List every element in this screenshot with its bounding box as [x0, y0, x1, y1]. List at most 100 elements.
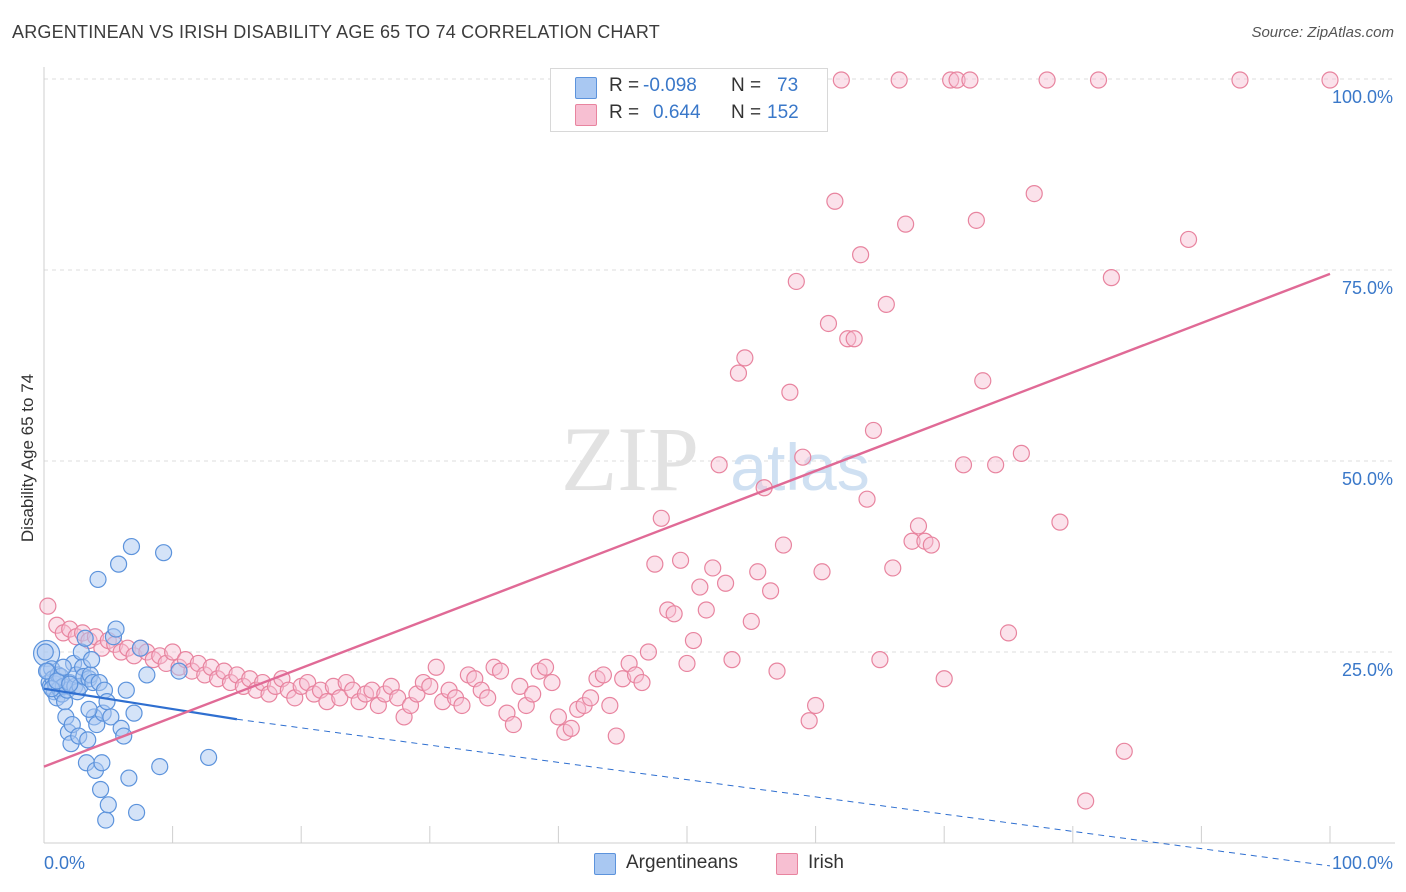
- argentinean-point: [79, 731, 97, 749]
- irish-point: [479, 689, 497, 707]
- irish-point: [678, 654, 696, 673]
- irish-point: [954, 456, 973, 474]
- irish-point: [536, 658, 555, 676]
- irish-point: [987, 456, 1005, 474]
- irish-trend-line: [43, 272, 1331, 768]
- irish-point: [421, 677, 439, 695]
- legend-label-irish: Irish: [808, 852, 844, 873]
- irish-point: [549, 708, 568, 726]
- argentinean-point: [99, 796, 117, 814]
- argentinean-point: [80, 700, 98, 718]
- irish-point: [967, 211, 985, 229]
- argentinean-point: [154, 544, 173, 562]
- irish-point: [749, 563, 767, 581]
- legend-r-value: -0.098: [643, 75, 697, 96]
- irish-point: [800, 712, 818, 730]
- irish-point: [511, 677, 529, 695]
- argentinean-points: [32, 537, 218, 829]
- irish-point: [716, 574, 735, 592]
- irish-point: [646, 555, 664, 573]
- argentinean-point: [91, 780, 110, 799]
- irish-point: [524, 685, 542, 703]
- irish-point: [710, 456, 728, 474]
- y-tick-label: 25.0%: [1342, 660, 1393, 680]
- irish-points: [39, 71, 1339, 810]
- irish-point: [768, 662, 786, 680]
- argentinean-point: [37, 662, 56, 680]
- irish-point: [363, 681, 381, 699]
- irish-point: [806, 696, 825, 715]
- irish-point: [318, 693, 336, 711]
- irish-point: [691, 578, 709, 596]
- irish-point: [826, 192, 844, 210]
- legend-n-label: N =: [731, 75, 762, 96]
- irish-point: [742, 612, 760, 631]
- argentinean-trend-dashed: [236, 718, 1331, 867]
- irish-point: [1179, 230, 1198, 249]
- watermark-atlas: atlas: [730, 430, 869, 504]
- legend-n-value: 73: [777, 75, 799, 96]
- legend-r-label: R =: [609, 75, 640, 96]
- argentinean-point: [76, 629, 94, 647]
- irish-point: [1038, 71, 1056, 89]
- irish-point: [1051, 513, 1069, 531]
- irish-point: [639, 643, 658, 661]
- argentinean-point: [93, 754, 111, 772]
- irish-point: [594, 666, 613, 684]
- irish-point: [942, 71, 960, 89]
- argentinean-point: [102, 708, 120, 726]
- irish-point: [781, 383, 799, 401]
- argentinean-trend-solid: [43, 687, 238, 721]
- legend-swatch-blue: [575, 77, 597, 99]
- trend-lines: [43, 272, 1331, 867]
- argentinean-point: [89, 570, 107, 589]
- irish-point: [909, 517, 928, 535]
- irish-point: [974, 372, 992, 390]
- argentinean-point: [82, 651, 101, 669]
- irish-point: [1025, 185, 1043, 203]
- irish-point: [1102, 269, 1120, 287]
- axes: [43, 67, 1395, 844]
- y-tick-label: 100.0%: [1332, 87, 1393, 107]
- irish-point: [897, 215, 915, 233]
- argentinean-point: [120, 769, 138, 787]
- irish-point: [601, 696, 619, 715]
- source-credit: Source: ZipAtlas.com: [1251, 24, 1394, 41]
- legend-n-label: N =: [731, 102, 762, 123]
- correlation-legend: R = -0.098 N = 73 R = 0.644 N = 152: [550, 68, 828, 132]
- irish-point: [858, 490, 876, 508]
- irish-point: [665, 605, 683, 623]
- irish-point: [903, 532, 921, 550]
- irish-point: [491, 662, 510, 680]
- argentinean-point: [138, 666, 156, 684]
- irish-point: [704, 559, 722, 577]
- irish-point: [543, 673, 561, 692]
- irish-point: [1231, 71, 1249, 89]
- irish-point: [813, 563, 831, 581]
- irish-point: [389, 689, 407, 707]
- irish-point: [935, 670, 953, 688]
- irish-point: [890, 71, 908, 89]
- irish-point: [999, 624, 1018, 642]
- legend-swatch-blue: [594, 853, 616, 875]
- argentinean-point: [54, 658, 72, 676]
- irish-point: [504, 715, 522, 734]
- argentinean-point: [107, 620, 125, 638]
- argentinean-point: [117, 681, 135, 699]
- legend-n-value: 152: [767, 102, 799, 123]
- irish-point: [871, 651, 889, 669]
- argentinean-point: [125, 704, 143, 722]
- argentinean-point: [36, 643, 54, 661]
- legend-swatch-pink: [575, 104, 597, 126]
- x-tick-label: 100.0%: [1332, 853, 1393, 873]
- irish-point: [794, 448, 812, 466]
- irish-point: [1077, 792, 1095, 810]
- irish-point: [652, 509, 670, 527]
- legend-r-label: R =: [609, 102, 640, 123]
- irish-point: [852, 246, 870, 264]
- irish-point: [774, 536, 793, 554]
- irish-point: [581, 689, 600, 707]
- irish-point: [1089, 71, 1108, 89]
- irish-point: [697, 601, 715, 619]
